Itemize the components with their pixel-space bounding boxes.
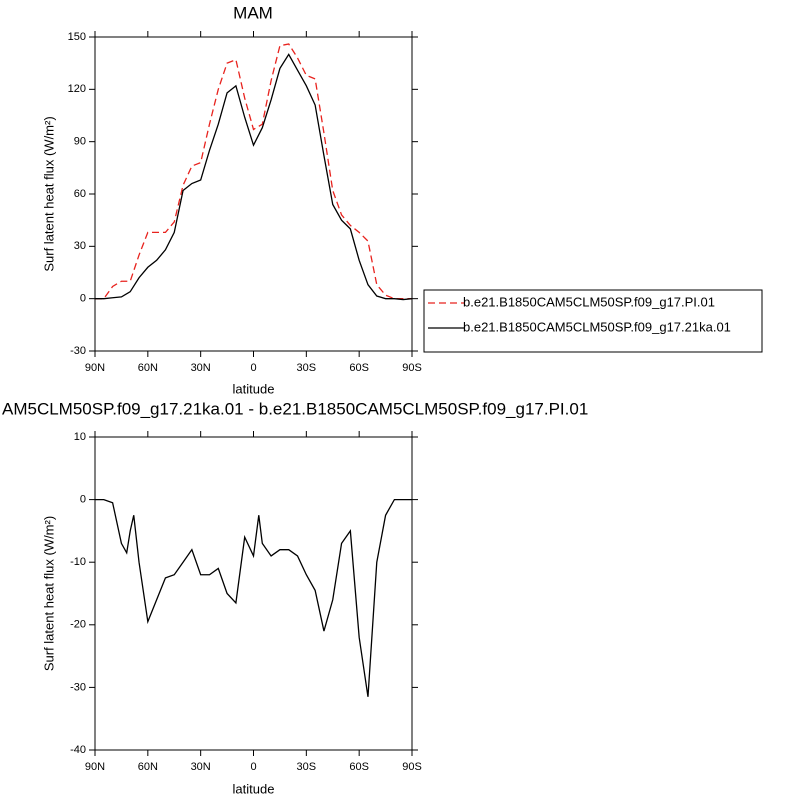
x-tick-label: 60N [138, 362, 158, 374]
x-axis-label: latitude [233, 781, 275, 796]
data-line [95, 498, 412, 697]
x-tick-label: 0 [250, 761, 256, 773]
y-tick-label: 0 [80, 494, 86, 506]
x-tick-label: 60S [349, 761, 369, 773]
x-tick-label: 60S [349, 362, 369, 374]
y-tick-label: 60 [74, 188, 86, 200]
x-tick-label: 30N [191, 761, 211, 773]
y-tick-label: -20 [70, 619, 86, 631]
x-tick-label: 30N [191, 362, 211, 374]
data-line [95, 43, 412, 300]
x-axis-label: latitude [233, 381, 275, 396]
y-tick-label: -40 [70, 744, 86, 756]
y-tick-label: 10 [74, 431, 86, 443]
data-line [95, 53, 413, 301]
y-tick-label: 90 [74, 136, 86, 148]
y-axis-label: Surf latent heat flux (W/m²) [41, 516, 56, 671]
plot-frame [94, 36, 413, 352]
chart-title: MAM [233, 3, 273, 22]
y-tick-label: 150 [68, 31, 86, 43]
x-tick-label: 90S [402, 761, 422, 773]
legend-text: b.e21.B1850CAM5CLM50SP.f09_g17.21ka.01 [463, 319, 731, 334]
x-tick-label: 0 [250, 362, 256, 374]
y-tick-label: -30 [70, 681, 86, 693]
y-tick-label: -10 [70, 556, 86, 568]
chart-title: AM5CLM50SP.f09_g17.21ka.01 - b.e21.B1850… [2, 399, 588, 418]
y-axis-label: Surf latent heat flux (W/m²) [41, 116, 56, 271]
y-tick-label: 0 [80, 293, 86, 305]
x-tick-label: 90N [85, 362, 105, 374]
x-tick-label: 30S [297, 761, 317, 773]
x-tick-label: 90S [402, 362, 422, 374]
legend-box [423, 289, 763, 353]
y-tick-label: 30 [74, 240, 86, 252]
x-tick-label: 60N [138, 761, 158, 773]
legend-text: b.e21.B1850CAM5CLM50SP.f09_g17.PI.01 [463, 294, 715, 309]
x-tick-label: 30S [297, 362, 317, 374]
x-tick-label: 90N [85, 761, 105, 773]
plot-frame [94, 436, 413, 751]
y-tick-label: -30 [70, 345, 86, 357]
y-tick-label: 120 [68, 83, 86, 95]
